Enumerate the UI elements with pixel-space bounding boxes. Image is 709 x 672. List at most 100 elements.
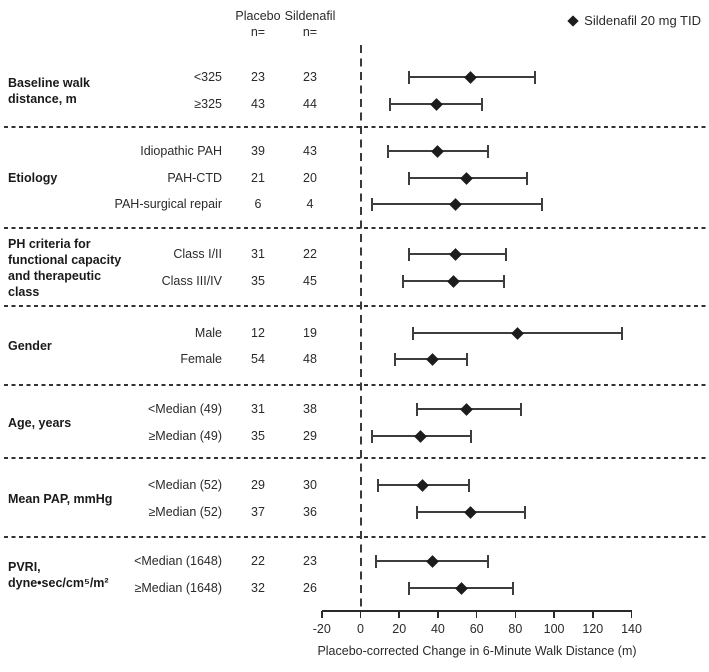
- ci-cap-left: [402, 274, 405, 288]
- estimate-diamond-icon: [416, 478, 429, 492]
- placebo-n: 21: [251, 171, 265, 185]
- sildenafil-n: 23: [303, 554, 317, 568]
- ci-cap-left: [415, 505, 418, 519]
- axis-tick-label: 40: [430, 622, 445, 636]
- estimate-diamond-icon: [448, 247, 462, 261]
- subgroup-label: ≥Median (52): [148, 505, 222, 519]
- diamond-icon: [567, 14, 579, 27]
- ci-cap-left: [407, 247, 410, 261]
- column-header-placebo-label: Placebo: [235, 9, 281, 23]
- ci-cap-right: [533, 70, 536, 84]
- subgroup-label: <Median (49): [148, 402, 222, 416]
- legend-label: Sildenafil 20 mg TID: [584, 13, 701, 28]
- placebo-n: 39: [251, 144, 265, 158]
- axis-tick-label: 120: [582, 622, 604, 636]
- axis-tick: [437, 611, 439, 618]
- sildenafil-n: 23: [303, 70, 317, 84]
- separator-line: [4, 536, 706, 538]
- group-label: Gender: [8, 339, 52, 353]
- axis-tick: [514, 611, 517, 618]
- group-label: PVRI, dyne•sec/cm⁵/m²: [8, 559, 109, 590]
- ci-cap-left: [394, 352, 397, 366]
- placebo-n: 54: [251, 352, 265, 366]
- estimate-diamond-icon: [431, 144, 445, 158]
- column-header-placebo: Placebo n=: [213, 8, 303, 41]
- axis-tick-label: 20: [392, 622, 407, 636]
- axis-tick: [398, 611, 400, 618]
- group-label: Etiology: [8, 170, 58, 185]
- sildenafil-n: 22: [303, 247, 317, 261]
- ci-cap-left: [371, 429, 374, 443]
- ci-cap-left: [415, 402, 418, 416]
- x-axis-line: [321, 610, 632, 612]
- placebo-n: 32: [251, 581, 265, 595]
- group-label: PH criteria for functional capacity and …: [8, 236, 122, 299]
- axis-tick: [359, 611, 362, 618]
- ci-cap-left: [374, 554, 377, 568]
- ci-cap-right: [467, 478, 470, 492]
- subgroup-label: PAH-surgical repair: [114, 197, 222, 211]
- estimate-diamond-icon: [414, 429, 427, 443]
- axis-tick-label: -20: [312, 622, 331, 636]
- ci-cap-right: [541, 197, 544, 211]
- axis-tick-label: 100: [543, 622, 565, 636]
- separator-line: [4, 457, 706, 459]
- sildenafil-n: 36: [303, 505, 317, 519]
- group-label: Mean PAP, mmHg: [8, 491, 113, 506]
- ci-cap-left: [376, 478, 379, 492]
- ci-cap-left: [407, 171, 410, 185]
- estimate-diamond-icon: [464, 505, 478, 519]
- estimate-diamond-icon: [460, 402, 474, 416]
- ci-cap-right: [512, 581, 515, 595]
- placebo-n: 35: [251, 429, 265, 443]
- legend: Sildenafil 20 mg TID: [567, 13, 701, 28]
- placebo-n: 43: [251, 97, 265, 111]
- separator-line: [4, 305, 706, 307]
- estimate-diamond-icon: [454, 581, 468, 595]
- estimate-diamond-icon: [460, 171, 474, 185]
- estimate-diamond-icon: [447, 274, 460, 288]
- sildenafil-n: 26: [303, 581, 317, 595]
- ci-cap-right: [487, 554, 490, 568]
- estimate-diamond-icon: [425, 554, 439, 568]
- subgroup-label: Class III/IV: [161, 274, 222, 288]
- subgroup-label: <325: [193, 70, 222, 84]
- placebo-n: 29: [251, 478, 265, 492]
- subgroup-label: Class I/II: [173, 247, 222, 261]
- axis-tick: [321, 611, 323, 618]
- sildenafil-n: 45: [303, 274, 317, 288]
- axis-tick-label: 60: [469, 622, 484, 636]
- ci-cap-right: [504, 247, 507, 261]
- axis-tick: [592, 611, 594, 618]
- sildenafil-n: 44: [303, 97, 317, 111]
- placebo-n: 12: [251, 326, 265, 340]
- placebo-n: 35: [251, 274, 265, 288]
- column-header-sildenafil-sub: n=: [302, 25, 318, 40]
- ci-cap-right: [481, 97, 484, 111]
- separator-line: [4, 384, 706, 386]
- placebo-n: 31: [251, 402, 265, 416]
- subgroup-label: Male: [194, 326, 222, 340]
- subgroup-label: <Median (1648): [134, 554, 222, 568]
- axis-tick: [553, 611, 555, 618]
- ci-cap-left: [371, 197, 374, 211]
- estimate-diamond-icon: [429, 97, 443, 111]
- subgroup-label: Idiopathic PAH: [140, 144, 222, 158]
- zero-reference-line: [359, 45, 362, 610]
- placebo-n: 37: [251, 505, 265, 519]
- ci-cap-left: [411, 326, 414, 340]
- estimate-diamond-icon: [510, 326, 524, 340]
- group-label: Age, years: [8, 415, 72, 430]
- column-header-sildenafil: Sildenafil n=: [265, 8, 355, 41]
- sildenafil-n: 4: [306, 197, 314, 211]
- estimate-diamond-icon: [448, 197, 462, 211]
- group-label: Baseline walk distance, m: [8, 75, 90, 106]
- separator-line: [4, 227, 706, 229]
- sildenafil-n: 19: [303, 326, 317, 340]
- axis-tick-label: 140: [621, 622, 642, 636]
- ci-cap-left: [407, 581, 410, 595]
- placebo-n: 6: [254, 197, 262, 211]
- sildenafil-n: 30: [303, 478, 317, 492]
- estimate-diamond-icon: [425, 352, 439, 366]
